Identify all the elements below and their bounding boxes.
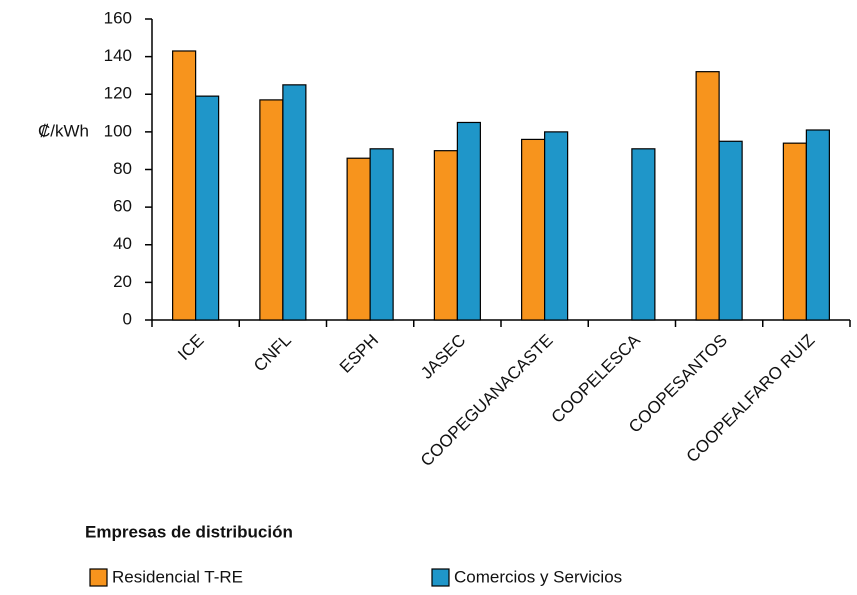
bar [456, 121, 481, 321]
bar [544, 131, 569, 321]
x-tick-label: ICE [174, 331, 207, 364]
y-tick-label: 40 [113, 234, 132, 253]
y-tick-label: 20 [113, 272, 132, 291]
bar [695, 71, 720, 321]
x-tick-label: CNFL [250, 331, 295, 376]
legend-label: Comercios y Servicios [454, 567, 622, 586]
y-tick-label: 0 [123, 309, 132, 328]
bar [521, 138, 546, 321]
bar [433, 150, 458, 321]
y-axis-title: ₡/kWh [38, 121, 89, 140]
x-axis-title: Empresas de distribución [85, 522, 293, 541]
y-tick-label: 60 [113, 197, 132, 216]
bar [282, 84, 307, 321]
bar [369, 148, 394, 321]
bar [782, 142, 807, 321]
x-tick-label: COOPELESCA [548, 330, 645, 427]
bar [805, 129, 830, 321]
y-tick-label: 100 [104, 121, 132, 140]
legend-swatch [431, 568, 450, 587]
y-tick-label: 120 [104, 84, 132, 103]
bar [346, 157, 371, 321]
x-tick-label: ESPH [336, 331, 382, 377]
bar [718, 140, 743, 321]
y-tick-label: 160 [104, 8, 132, 27]
bar [195, 95, 220, 321]
bar [172, 50, 197, 321]
y-tick-label: 80 [113, 159, 132, 178]
y-tick-label: 140 [104, 46, 132, 65]
bar [631, 148, 656, 321]
legend-swatch [89, 568, 108, 587]
x-tick-label: JASEC [417, 331, 469, 383]
legend-label: Residencial T-RE [112, 567, 243, 586]
bar [259, 99, 284, 321]
